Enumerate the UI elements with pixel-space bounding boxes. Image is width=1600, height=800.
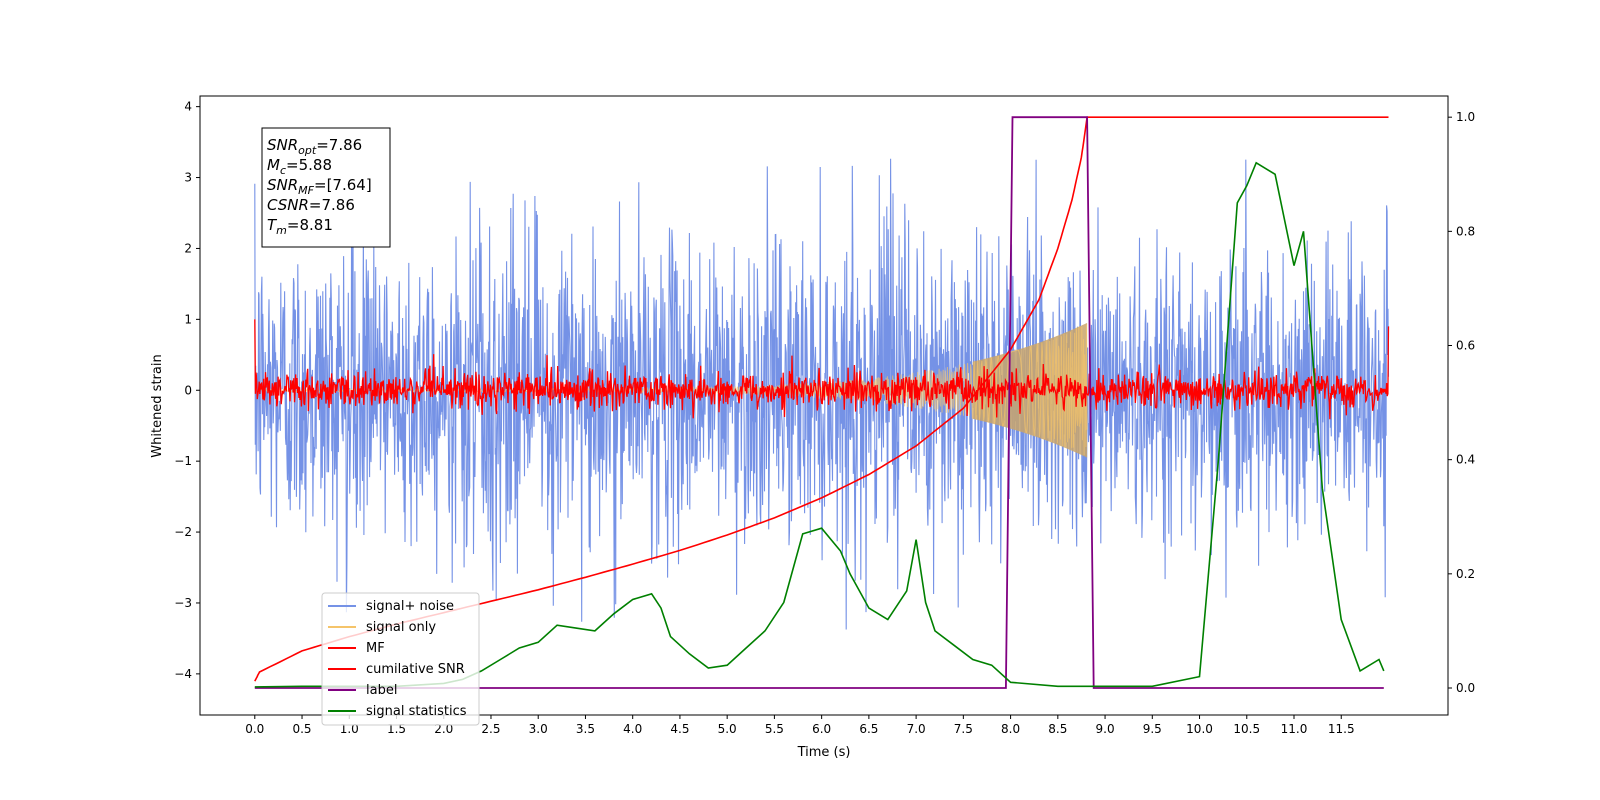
legend-entry: signal+ noise bbox=[366, 599, 454, 614]
y2-tick-label: 0.0 bbox=[1456, 681, 1475, 695]
annotation-line: SNRopt=7.86 bbox=[267, 136, 362, 157]
plot-area bbox=[254, 116, 1390, 689]
x-tick-label: 9.0 bbox=[1096, 722, 1115, 736]
y-tick-label: 1 bbox=[184, 312, 192, 326]
legend: signal+ noise signal only MF cumilative SNR… bbox=[321, 592, 480, 726]
x-axis-label: Time (s) bbox=[797, 745, 851, 760]
y-tick-label: −2 bbox=[174, 525, 192, 539]
x-tick-label: 6.0 bbox=[812, 722, 831, 736]
x-tick-label: 0.0 bbox=[245, 722, 264, 736]
y2-tick-label: 1.0 bbox=[1456, 110, 1475, 124]
x-tick-label: 2.5 bbox=[481, 722, 500, 736]
annotation-box bbox=[261, 127, 391, 248]
x-tick-label: 6.5 bbox=[859, 722, 878, 736]
annotation-line: Tm=8.81 bbox=[267, 216, 333, 237]
x-tick-label: 11.0 bbox=[1281, 722, 1308, 736]
legend-entry: cumilative SNR bbox=[366, 662, 465, 677]
series-label bbox=[254, 116, 1384, 689]
annotation-line: SNRMF=[7.64] bbox=[267, 176, 372, 197]
legend-entry: MF bbox=[366, 641, 385, 656]
y-tick-label: 2 bbox=[184, 241, 192, 255]
x-tick-label: 8.0 bbox=[1001, 722, 1020, 736]
y-tick-label: 4 bbox=[184, 100, 192, 114]
legend-entry: signal only bbox=[366, 620, 436, 635]
plot-frame bbox=[199, 95, 1449, 716]
x-tick-label: 4.0 bbox=[623, 722, 642, 736]
y-axis-label: Whitened strain bbox=[150, 354, 165, 457]
x-tick-label: 7.0 bbox=[907, 722, 926, 736]
x-tick-label: 10.5 bbox=[1233, 722, 1260, 736]
y2-tick-label: 0.6 bbox=[1456, 339, 1475, 353]
x-tick-label: 3.5 bbox=[576, 722, 595, 736]
y-tick-label: 0 bbox=[184, 383, 192, 397]
legend-box bbox=[321, 592, 480, 726]
x-tick-label: 0.5 bbox=[292, 722, 311, 736]
y2-tick-label: 0.4 bbox=[1456, 453, 1475, 467]
y-tick-label: 3 bbox=[184, 171, 192, 185]
x-tick-label: 7.5 bbox=[954, 722, 973, 736]
x-tick-label: 10.0 bbox=[1186, 722, 1213, 736]
x-tick-label: 4.5 bbox=[670, 722, 689, 736]
y-axis-left: 4 3 2 1 0 −1 −2 −3 −4 bbox=[174, 100, 200, 681]
x-tick-label: 5.0 bbox=[718, 722, 737, 736]
x-tick-label: 9.5 bbox=[1143, 722, 1162, 736]
y-tick-label: −3 bbox=[174, 596, 192, 610]
y2-tick-label: 0.2 bbox=[1456, 567, 1475, 581]
legend-entry: signal statistics bbox=[366, 704, 467, 719]
x-tick-label: 11.5 bbox=[1328, 722, 1355, 736]
series-mf bbox=[254, 319, 1390, 420]
annotation-line: Mc=5.88 bbox=[267, 156, 332, 177]
x-tick-label: 8.5 bbox=[1048, 722, 1067, 736]
y-tick-label: −4 bbox=[174, 667, 192, 681]
y2-tick-label: 0.8 bbox=[1456, 224, 1475, 238]
x-tick-label: 3.0 bbox=[529, 722, 548, 736]
y-tick-label: −1 bbox=[174, 454, 192, 468]
x-tick-label: 5.5 bbox=[765, 722, 784, 736]
y-axis-right: 1.0 0.8 0.6 0.4 0.2 0.0 bbox=[1448, 110, 1475, 695]
annotation-line: CSNR=7.86 bbox=[267, 196, 355, 214]
series-signal-statistics bbox=[254, 161, 1385, 688]
legend-entry: label bbox=[366, 683, 397, 698]
